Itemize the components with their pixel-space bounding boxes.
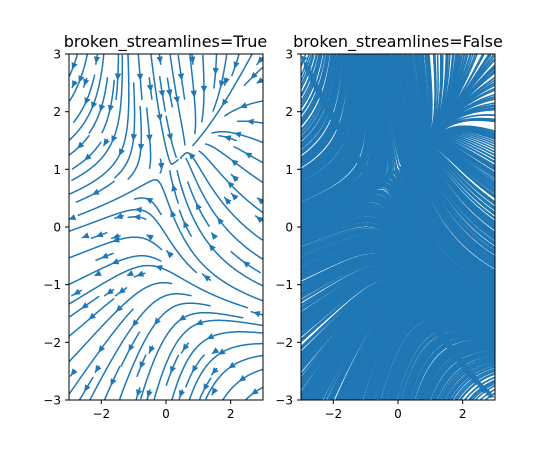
y-tick-label: 1 [53, 163, 61, 177]
x-tick-label: 2 [227, 407, 235, 421]
y-tick-label: 0 [53, 221, 61, 235]
x-tick-label: −2 [92, 407, 110, 421]
streamlines [301, 54, 495, 400]
panel-title: broken_streamlines=True [64, 32, 268, 52]
x-tick-label: 0 [394, 407, 402, 421]
y-tick-label: −3 [43, 394, 61, 408]
y-tick-label: −1 [43, 278, 61, 292]
x-tick-label: 2 [459, 407, 467, 421]
y-tick-label: 2 [53, 105, 61, 119]
y-tick-label: 1 [285, 163, 293, 177]
y-tick-label: 0 [285, 221, 293, 235]
y-tick-label: −2 [275, 336, 293, 350]
panel-title: broken_streamlines=False [293, 32, 503, 52]
y-tick-label: 3 [285, 48, 293, 62]
y-tick-label: −2 [43, 336, 61, 350]
y-tick-label: 2 [285, 105, 293, 119]
y-tick-label: −1 [275, 278, 293, 292]
x-tick-label: −2 [324, 407, 342, 421]
y-tick-label: −3 [275, 394, 293, 408]
x-tick-label: 0 [162, 407, 170, 421]
y-tick-label: 3 [53, 48, 61, 62]
